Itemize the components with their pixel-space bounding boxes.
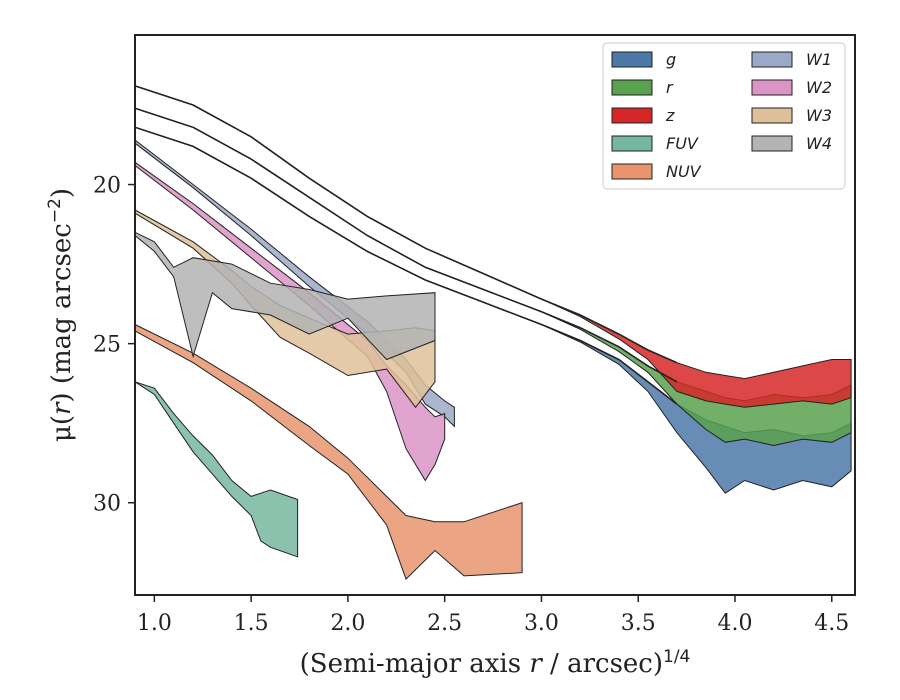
legend-swatch-fuv bbox=[611, 135, 653, 152]
plot-frame bbox=[134, 34, 856, 596]
legend-label-w1: W1 bbox=[806, 50, 832, 69]
legend-label-w3: W3 bbox=[806, 106, 832, 125]
legend-swatch-g bbox=[611, 51, 653, 68]
legend-label-z: z bbox=[665, 106, 675, 125]
legend-label-w4: W4 bbox=[806, 134, 832, 153]
model-lines bbox=[134, 85, 678, 405]
area-w4 bbox=[134, 231, 436, 361]
y-tick-label: 30 bbox=[93, 492, 121, 517]
legend-swatch-w2 bbox=[751, 79, 793, 96]
x-tick-label: 2.5 bbox=[427, 611, 462, 636]
profile-areas bbox=[134, 85, 852, 581]
legend-swatch-nuv bbox=[611, 163, 653, 180]
x-tick-label: 4.5 bbox=[814, 611, 849, 636]
x-tick-label: 3.0 bbox=[524, 611, 559, 636]
legend-label-w2: W2 bbox=[806, 78, 832, 97]
model-line-1 bbox=[134, 85, 678, 364]
legend-swatch-z bbox=[611, 107, 653, 124]
x-tick-label: 1.5 bbox=[234, 611, 269, 636]
x-tick-label: 4.0 bbox=[718, 611, 753, 636]
x-axis-ticks: 1.0 1.5 2.0 2.5 3.0 3.5 4.0 4.5 bbox=[137, 595, 849, 636]
legend-label-nuv: NUV bbox=[666, 162, 702, 181]
model-line-3 bbox=[134, 126, 678, 405]
y-axis-ticks: 20 25 30 bbox=[93, 174, 135, 517]
legend-label-fuv: FUV bbox=[666, 134, 699, 153]
x-tick-label: 1.0 bbox=[137, 611, 172, 636]
x-axis-label: (Semi-major axis r / arcsec)1/4 bbox=[300, 647, 691, 679]
y-tick-label: 20 bbox=[93, 174, 121, 199]
area-nuv bbox=[134, 323, 523, 581]
y-tick-label: 25 bbox=[93, 333, 121, 358]
legend-swatch-r bbox=[611, 79, 653, 96]
legend-label-g: g bbox=[666, 50, 676, 69]
x-tick-label: 3.5 bbox=[621, 611, 656, 636]
legend: grz FUV NUV W1 W2 W3 W4 bbox=[602, 42, 846, 190]
legend-swatch-w4 bbox=[751, 135, 793, 152]
legend-label-r: r bbox=[666, 78, 674, 97]
y-axis-label: μ(r) (mag arcsec−2) bbox=[45, 188, 77, 442]
area-fuv bbox=[134, 381, 299, 558]
legend-swatch-w3 bbox=[751, 107, 793, 124]
x-tick-label: 2.0 bbox=[330, 611, 365, 636]
legend-swatch-w1 bbox=[751, 51, 793, 68]
model-line-2 bbox=[134, 107, 678, 383]
